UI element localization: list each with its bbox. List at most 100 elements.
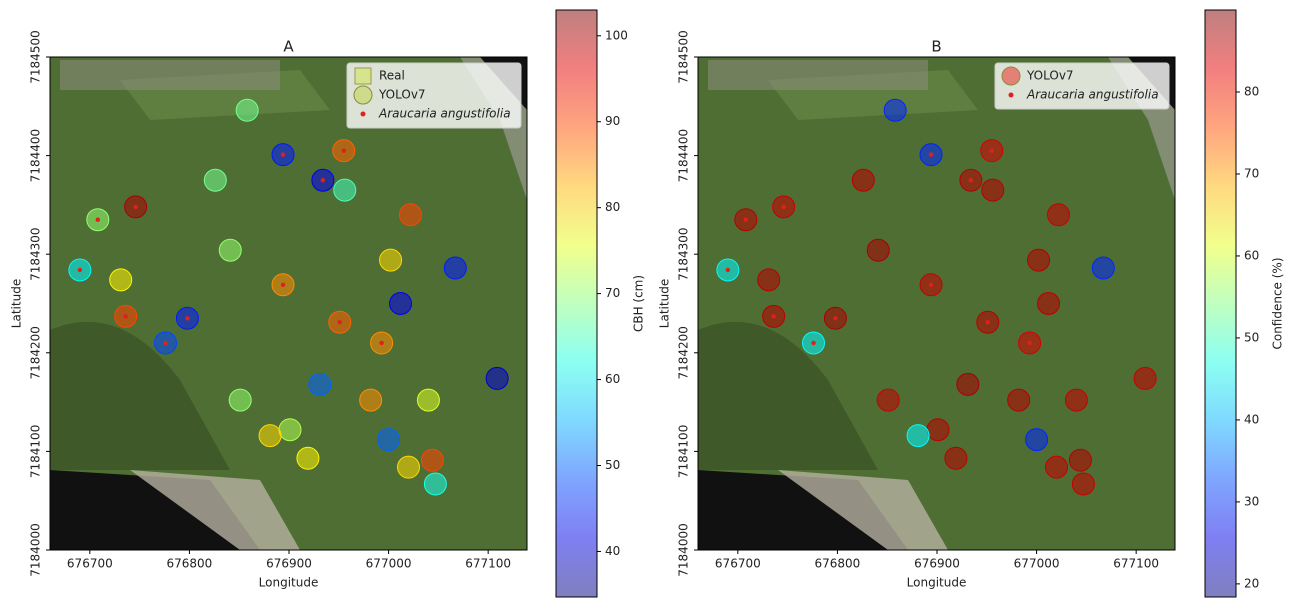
detection bbox=[309, 373, 331, 395]
legend-label: Araucaria angustifolia bbox=[378, 107, 511, 121]
colorbar-tick-label: 60 bbox=[1244, 248, 1259, 262]
colorbar-tick-label: 60 bbox=[605, 372, 620, 386]
y-tick-label: 7184300 bbox=[677, 227, 691, 280]
chart-title: B bbox=[931, 38, 941, 56]
tree-point bbox=[123, 314, 127, 318]
tree-point bbox=[929, 152, 933, 156]
detection bbox=[907, 425, 929, 447]
chart-title: A bbox=[283, 38, 294, 56]
colorbar-tick-label: 40 bbox=[605, 544, 620, 558]
tree-point bbox=[78, 268, 82, 272]
tree-point bbox=[342, 148, 346, 152]
legend-swatch bbox=[1002, 67, 1020, 85]
detection bbox=[390, 293, 412, 315]
legend-swatch bbox=[355, 68, 371, 84]
y-tick-label: 7184400 bbox=[677, 129, 691, 182]
tree-point bbox=[744, 217, 748, 221]
detection bbox=[1028, 249, 1050, 271]
detection bbox=[399, 204, 421, 226]
detection bbox=[927, 419, 949, 441]
tree-point bbox=[833, 316, 837, 320]
detection bbox=[378, 429, 400, 451]
y-tick-label: 7184200 bbox=[677, 326, 691, 379]
colorbar-tick-label: 70 bbox=[605, 286, 620, 300]
tree-point bbox=[771, 314, 775, 318]
tree-point bbox=[281, 283, 285, 287]
x-axis-label: Longitude bbox=[259, 576, 319, 590]
colorbar-tick-label: 70 bbox=[1244, 166, 1259, 180]
legend: RealYOLOv7Araucaria angustifolia bbox=[347, 63, 521, 128]
colorbar bbox=[556, 10, 597, 597]
detection bbox=[1134, 367, 1156, 389]
tree-point bbox=[811, 341, 815, 345]
colorbar-tick-label: 20 bbox=[1244, 576, 1259, 590]
detection bbox=[852, 169, 874, 191]
detection bbox=[1026, 429, 1048, 451]
tree-point bbox=[726, 268, 730, 272]
colorbar-tick-label: 30 bbox=[1244, 494, 1259, 508]
legend-swatch bbox=[361, 112, 366, 117]
detection bbox=[380, 249, 402, 271]
detection bbox=[1092, 257, 1114, 279]
colorbar-tick-label: 90 bbox=[605, 114, 620, 128]
detection bbox=[279, 419, 301, 441]
tree-point bbox=[321, 178, 325, 182]
tree-point bbox=[1027, 341, 1031, 345]
y-tick-label: 7184100 bbox=[29, 425, 43, 478]
legend: YOLOv7 Araucaria angustifolia bbox=[995, 63, 1169, 109]
colorbar-tick-label: 80 bbox=[1244, 84, 1259, 98]
detection bbox=[397, 456, 419, 478]
colorbar bbox=[1205, 10, 1236, 597]
detection bbox=[297, 447, 319, 469]
y-tick-label: 7184500 bbox=[677, 30, 691, 83]
x-tick-label: 676800 bbox=[167, 557, 213, 571]
detection bbox=[444, 257, 466, 279]
y-tick-label: 7184500 bbox=[29, 30, 43, 83]
detection bbox=[1008, 389, 1030, 411]
detection bbox=[417, 389, 439, 411]
aerial-map bbox=[698, 57, 1175, 550]
y-axis-label: Latitude bbox=[658, 279, 672, 328]
x-tick-label: 677000 bbox=[1014, 557, 1060, 571]
tree-point bbox=[781, 205, 785, 209]
detection bbox=[884, 99, 906, 121]
colorbar-tick-label: 50 bbox=[605, 458, 620, 472]
detection bbox=[1038, 293, 1060, 315]
colorbar-tick-label: 80 bbox=[605, 200, 620, 214]
tree-point bbox=[96, 217, 100, 221]
y-tick-label: 7184400 bbox=[29, 129, 43, 182]
tree-point bbox=[986, 320, 990, 324]
legend-label: YOLOv7 bbox=[1026, 69, 1074, 83]
detection bbox=[1072, 473, 1094, 495]
tree-point bbox=[379, 341, 383, 345]
colorbar-tick-label: 50 bbox=[1244, 330, 1259, 344]
tree-point bbox=[185, 316, 189, 320]
x-tick-label: 676700 bbox=[715, 557, 761, 571]
detection bbox=[867, 239, 889, 261]
tree-point bbox=[338, 320, 342, 324]
x-tick-label: 677100 bbox=[465, 557, 511, 571]
x-tick-label: 676900 bbox=[266, 557, 312, 571]
tree-point bbox=[969, 178, 973, 182]
aerial-map bbox=[50, 57, 527, 550]
detection bbox=[334, 179, 356, 201]
detection bbox=[1065, 389, 1087, 411]
x-tick-label: 676700 bbox=[67, 557, 113, 571]
y-tick-label: 7184100 bbox=[677, 425, 691, 478]
detection bbox=[360, 389, 382, 411]
detection bbox=[236, 99, 258, 121]
colorbar-tick-label: 100 bbox=[605, 28, 628, 42]
detection bbox=[110, 269, 132, 291]
detection bbox=[259, 425, 281, 447]
figure: A Longitude Latitude 676700 676800 676900 6770… bbox=[0, 0, 1289, 598]
detection bbox=[421, 449, 443, 471]
detection bbox=[758, 269, 780, 291]
legend-label: Araucaria angustifolia bbox=[1026, 88, 1159, 102]
tree-point bbox=[990, 148, 994, 152]
detection bbox=[229, 389, 251, 411]
detection bbox=[945, 447, 967, 469]
colorbar-label: CBH (cm) bbox=[632, 275, 646, 332]
detection bbox=[424, 473, 446, 495]
y-tick-label: 7184000 bbox=[29, 523, 43, 576]
legend-label: YOLOv7 bbox=[378, 88, 426, 102]
